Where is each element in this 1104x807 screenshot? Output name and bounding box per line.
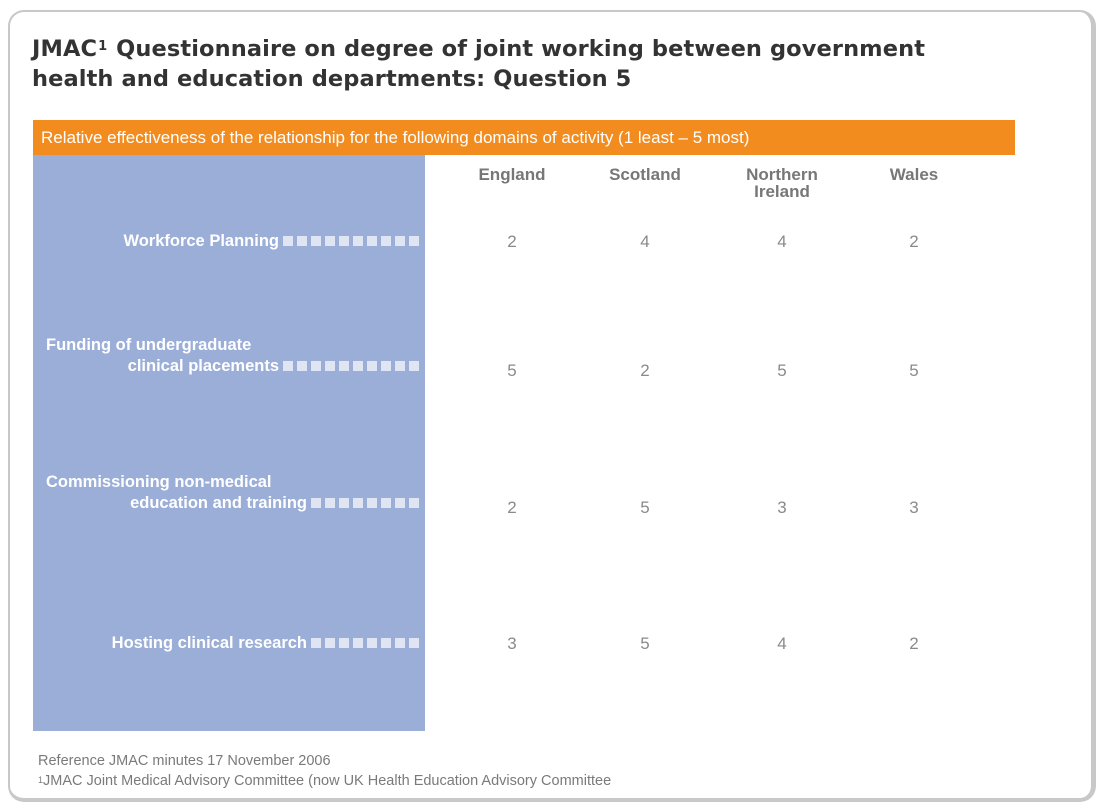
cell-commissioning-scotland: 5 (640, 498, 650, 517)
cell-workforce-scotland: 4 (640, 232, 650, 251)
cell-commissioning-england: 2 (507, 498, 517, 517)
leader-dots (279, 356, 419, 377)
row-label-hosting-research: Hosting clinical research (33, 633, 425, 654)
leader-dots (279, 231, 419, 252)
row-header-column (33, 155, 425, 731)
column-header-scotland: Scotland (609, 165, 681, 184)
cell-funding-england: 5 (507, 361, 517, 380)
cell-research-scotland: 5 (640, 634, 650, 653)
cell-research-england: 3 (507, 634, 517, 653)
leader-dots (307, 493, 419, 514)
cell-commissioning-wales: 3 (909, 498, 919, 517)
reference-note: Reference JMAC minutes 17 November 2006 (38, 753, 331, 769)
table-banner: Relative effectiveness of the relationsh… (33, 120, 1015, 155)
column-header-northern-ireland: Northern Ireland (746, 165, 818, 201)
cell-funding-northern-ireland: 5 (777, 361, 787, 380)
cell-funding-wales: 5 (909, 361, 919, 380)
row-label-workforce-planning: Workforce Planning (33, 231, 425, 252)
cell-research-northern-ireland: 4 (777, 634, 787, 653)
cell-funding-scotland: 2 (640, 361, 650, 380)
cell-research-wales: 2 (909, 634, 919, 653)
leader-dots (307, 633, 419, 654)
row-label-commissioning-training: Commissioning non-medical education and … (33, 472, 425, 514)
cell-commissioning-northern-ireland: 3 (777, 498, 787, 517)
row-label-funding-placements: Funding of undergraduate clinical placem… (33, 335, 425, 377)
cell-workforce-wales: 2 (909, 232, 919, 251)
figure-title: JMAC1 Questionnaire on degree of joint w… (32, 36, 926, 92)
cell-workforce-northern-ireland: 4 (777, 232, 787, 251)
column-header-england: England (478, 165, 546, 184)
footnote: 1JMAC Joint Medical Advisory Committee (… (38, 773, 612, 789)
cell-workforce-england: 2 (507, 232, 517, 251)
column-header-wales: Wales (889, 165, 939, 184)
